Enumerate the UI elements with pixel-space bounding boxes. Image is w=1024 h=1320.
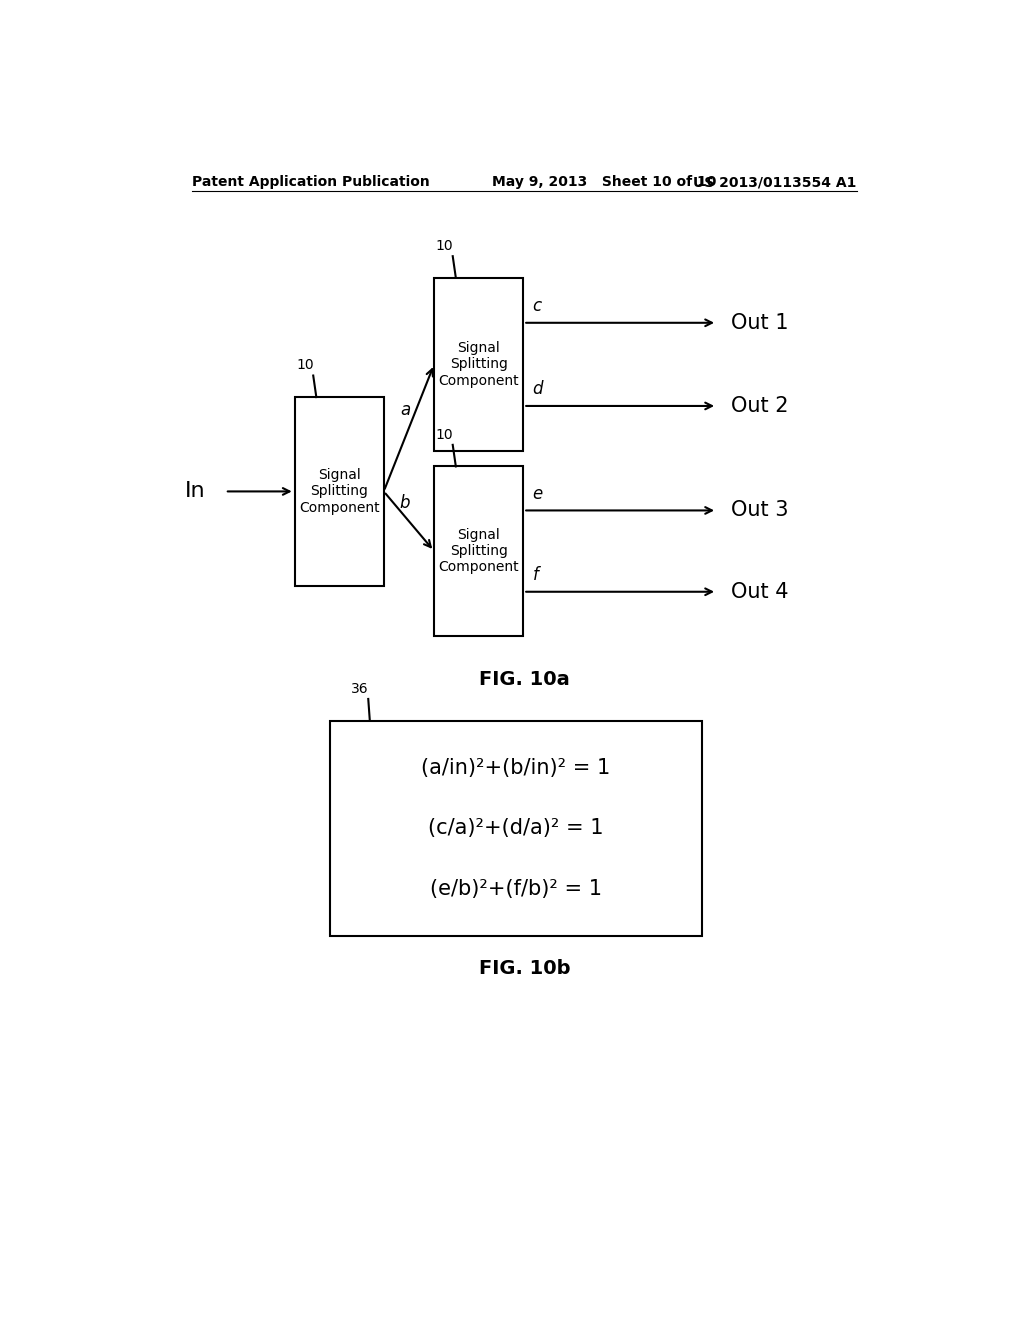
Text: May 9, 2013   Sheet 10 of 10: May 9, 2013 Sheet 10 of 10: [493, 176, 717, 189]
Bar: [434, 277, 523, 451]
Text: Signal
Splitting
Component: Signal Splitting Component: [438, 528, 519, 574]
Text: Signal
Splitting
Component: Signal Splitting Component: [438, 341, 519, 388]
Bar: [330, 721, 701, 936]
Text: (e/b)²+(f/b)² = 1: (e/b)²+(f/b)² = 1: [429, 879, 601, 899]
Text: FIG. 10b: FIG. 10b: [479, 960, 570, 978]
Bar: [295, 397, 384, 586]
Text: 10: 10: [435, 428, 454, 442]
Text: 10: 10: [296, 359, 313, 372]
Text: (c/a)²+(d/a)² = 1: (c/a)²+(d/a)² = 1: [428, 818, 603, 838]
Text: Out 3: Out 3: [731, 500, 788, 520]
Text: (a/in)²+(b/in)² = 1: (a/in)²+(b/in)² = 1: [421, 758, 610, 777]
Text: US 2013/0113554 A1: US 2013/0113554 A1: [693, 176, 856, 189]
Text: Patent Application Publication: Patent Application Publication: [191, 176, 429, 189]
Text: In: In: [185, 482, 206, 502]
Text: Out 4: Out 4: [731, 582, 788, 602]
Text: Out 2: Out 2: [731, 396, 788, 416]
Text: FIG. 10a: FIG. 10a: [479, 671, 570, 689]
Text: 10: 10: [435, 239, 454, 253]
Text: d: d: [532, 380, 543, 399]
Text: c: c: [532, 297, 542, 315]
Text: a: a: [400, 401, 411, 418]
Text: e: e: [532, 484, 543, 503]
Text: 36: 36: [351, 682, 369, 696]
Bar: [434, 466, 523, 636]
Text: f: f: [532, 566, 539, 583]
Text: b: b: [399, 494, 411, 512]
Text: Signal
Splitting
Component: Signal Splitting Component: [299, 469, 380, 515]
Text: Out 1: Out 1: [731, 313, 788, 333]
